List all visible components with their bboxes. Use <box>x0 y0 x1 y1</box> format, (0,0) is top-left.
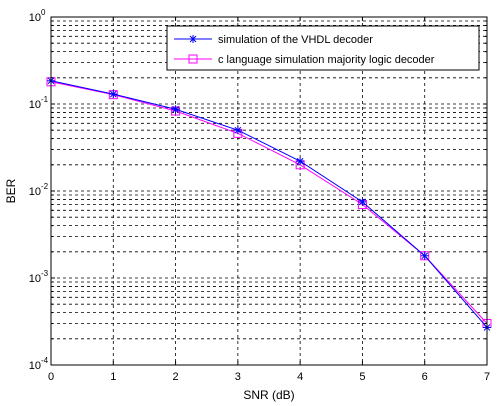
marker-stroke <box>172 105 179 113</box>
x-tick-label: 2 <box>173 371 179 383</box>
legend: simulation of the VHDL decoder c languag… <box>166 25 480 71</box>
marker-stroke <box>359 198 366 206</box>
legend-marker-0 <box>189 35 197 43</box>
y-axis-label: BER <box>4 178 18 203</box>
marker-stroke <box>296 157 304 165</box>
series-line-0 <box>50 80 488 328</box>
legend-entries <box>174 35 212 64</box>
series-0-point <box>296 157 305 166</box>
marker-stroke <box>421 252 429 260</box>
x-tick-label: 3 <box>235 371 241 383</box>
y-tick-label: 10 <box>29 273 41 285</box>
y-tick-label: 10 <box>29 186 41 198</box>
x-tick-label: 7 <box>484 371 490 383</box>
y-tick-label: 10 <box>29 12 41 24</box>
x-tick-label: 6 <box>422 371 428 383</box>
axis-ticks <box>50 17 488 366</box>
x-axis-label: SNR (dB) <box>243 388 294 402</box>
y-tick-label-exponent: -2 <box>41 182 49 191</box>
legend-box <box>166 25 480 71</box>
marker-stroke <box>109 90 117 98</box>
series-0-point <box>358 197 367 206</box>
x-tick-label: 4 <box>297 371 303 383</box>
x-tick-labels: 0 1 2 3 4 5 6 7 <box>48 371 490 383</box>
x-tick-label: 5 <box>359 371 365 383</box>
legend-label-vhdl: simulation of the VHDL decoder <box>218 34 373 46</box>
series-0-point <box>420 251 429 260</box>
marker-stroke <box>234 126 242 134</box>
y-tick-label: 10 <box>29 99 41 111</box>
marker-stroke <box>189 35 197 43</box>
series-0-point <box>171 105 180 114</box>
legend-marker-1 <box>188 54 198 64</box>
series-0-point <box>109 90 118 99</box>
y-tick-label-exponent: -1 <box>41 95 49 104</box>
legend-label-c-language: c language simulation majority logic dec… <box>218 54 435 66</box>
y-tick-label-exponent: -3 <box>41 269 49 278</box>
y-tick-label: 10 <box>29 360 41 372</box>
x-tick-label: 0 <box>48 371 54 383</box>
y-tick-label-exponent: -4 <box>41 356 49 365</box>
series-0-point <box>233 126 242 135</box>
x-tick-label: 1 <box>110 371 116 383</box>
y-tick-label-exponent: 0 <box>41 8 46 17</box>
